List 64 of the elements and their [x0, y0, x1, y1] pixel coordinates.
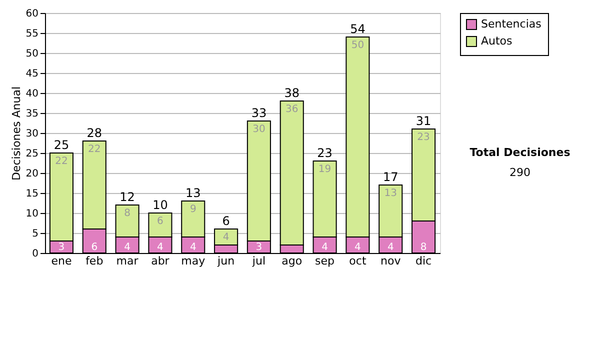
total-label: 33	[251, 106, 267, 120]
data-label: 23	[417, 132, 430, 143]
data-label: 4	[190, 242, 196, 253]
x-tick-label: oct	[349, 254, 367, 268]
y-tick-label: 20	[26, 168, 38, 180]
text: Total Decisiones	[470, 146, 571, 159]
x-tick-label: jul	[251, 254, 266, 268]
x-tick-label: jun	[216, 254, 235, 268]
total-label: 6	[222, 214, 230, 228]
total-label: 13	[185, 186, 201, 200]
x-tick-label: feb	[86, 254, 104, 268]
y-tick-label: 40	[26, 88, 38, 100]
data-label: 4	[222, 232, 230, 243]
y-tick-label: 45	[26, 68, 38, 80]
total-label: 10	[152, 198, 168, 212]
y-axis-title: Decisiones Anual	[10, 86, 23, 181]
data-label: 9	[190, 204, 196, 215]
total-label: 28	[86, 126, 102, 140]
data-label: 4	[157, 242, 164, 253]
data-label: 22	[88, 144, 101, 155]
total-label: 38	[284, 86, 300, 100]
data-label: 6	[91, 242, 98, 253]
data-label: 4	[124, 242, 130, 253]
y-tick-label: 55	[26, 28, 38, 40]
y-tick-label: 5	[32, 228, 38, 240]
y-tick-label: 60	[26, 8, 38, 20]
total-label: 17	[382, 170, 398, 184]
x-tick-label: ago	[282, 254, 302, 268]
data-label: 13	[384, 188, 397, 199]
y-tick-label: 50	[26, 48, 38, 60]
data-label: 4	[322, 242, 328, 253]
data-label: 30	[252, 124, 266, 135]
total-label: 31	[416, 114, 432, 128]
x-tick-label: may	[181, 254, 206, 268]
data-label: 8	[420, 242, 427, 253]
y-tick-label: 35	[26, 108, 38, 120]
y-tick-label: 10	[26, 208, 38, 220]
x-tick-label: abr	[151, 254, 170, 268]
y-tick-label: 0	[32, 248, 38, 260]
x-tick-label: ene	[51, 254, 72, 268]
data-label: 19	[318, 164, 332, 175]
legend-label: Autos	[481, 34, 513, 48]
y-tick-label: 30	[26, 128, 38, 140]
y-tick-label: 15	[26, 188, 38, 200]
total-label: 54	[350, 22, 366, 36]
legend-label: Sentencias	[481, 18, 542, 30]
data-label: 8	[124, 208, 130, 219]
y-tick-label: 25	[26, 148, 38, 160]
data-label: 4	[354, 242, 361, 253]
data-label: 3	[256, 242, 262, 253]
data-label: 3	[58, 242, 65, 253]
data-label: 22	[55, 156, 68, 167]
data-label: 50	[351, 40, 364, 51]
total-label: 12	[120, 190, 135, 204]
x-tick-label: dic	[415, 254, 432, 268]
text: 290	[510, 166, 530, 179]
total-label: 25	[54, 138, 70, 152]
data-label: 36	[286, 104, 298, 115]
data-label: 6	[157, 216, 164, 227]
x-tick-label: mar	[116, 254, 139, 268]
x-tick-label: sep	[315, 254, 335, 268]
x-tick-label: nov	[380, 254, 402, 268]
total-label: 23	[317, 146, 332, 160]
data-label: 4	[387, 242, 394, 253]
